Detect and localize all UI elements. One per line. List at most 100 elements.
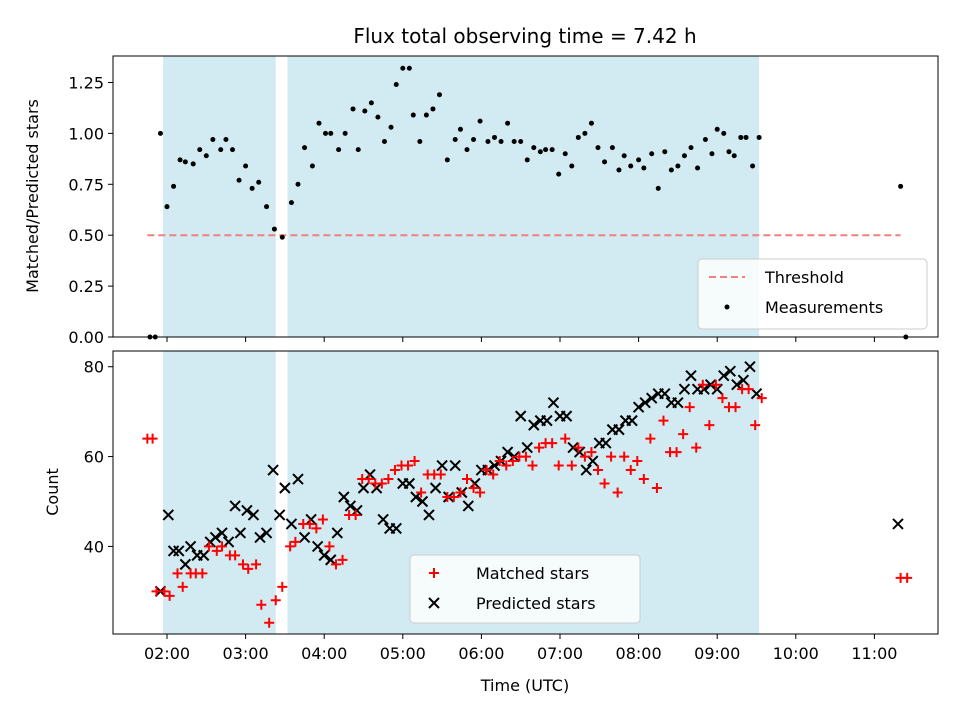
measurement-point (375, 114, 381, 120)
legend-matched-label: Matched stars (476, 564, 589, 583)
matched-star-point (651, 483, 662, 494)
matched-star-point (172, 568, 183, 579)
measurement-point (243, 163, 249, 169)
predicted-star-point (613, 423, 625, 436)
matched-star-point (566, 460, 577, 471)
measurement-point (328, 130, 334, 136)
measurement-point (588, 120, 594, 126)
measurement-point (393, 82, 399, 88)
predicted-star-point (167, 545, 180, 557)
matched-star-point (560, 433, 571, 444)
chart-title: Flux total observing time = 7.42 h (353, 24, 696, 48)
predicted-star-point (216, 527, 228, 539)
bottom-y-axis-label: Count (43, 468, 62, 516)
predicted-star-point (436, 459, 448, 472)
predicted-star-point (659, 387, 671, 400)
matched-star-point (350, 509, 361, 520)
matched-star-point (691, 442, 702, 453)
predicted-star-point (273, 509, 286, 521)
x-tick-label: 11:00 (851, 644, 897, 663)
measurement-point (177, 157, 183, 163)
x-tick-label: 07:00 (537, 644, 583, 663)
predicted-star-point (279, 482, 291, 494)
predicted-star-point (260, 527, 273, 539)
predicted-star-point (318, 549, 330, 562)
top-y-tick-label: 0.75 (68, 175, 104, 194)
x-tick-label: 06:00 (458, 644, 504, 663)
measurement-point (726, 149, 732, 155)
matched-star-point (389, 465, 400, 476)
predicted-star-point (567, 441, 579, 454)
measurement-point (675, 163, 681, 169)
measurement-point (362, 108, 368, 114)
legend-predicted-swatch (428, 597, 440, 609)
measurement-point (477, 118, 483, 124)
measurement-point (531, 145, 537, 151)
measurement-point (709, 151, 715, 157)
x-tick-label: 09:00 (694, 644, 740, 663)
predicted-star-point (305, 513, 317, 526)
matched-star-point (256, 599, 267, 610)
matched-star-point (461, 474, 472, 485)
top-plot-frame (112, 55, 939, 338)
measurement-point (350, 106, 356, 112)
top-panel: 0.00 0.25 0.50 0.75 1.00 1.25 Flux total obse… (23, 24, 939, 347)
measurement-point (750, 163, 756, 169)
measurement-point (452, 136, 458, 142)
matched-star-point (658, 415, 669, 426)
measurement-point (406, 65, 412, 71)
matched-star-point (290, 536, 301, 547)
matched-star-points (142, 379, 913, 628)
matched-star-point (311, 523, 322, 534)
predicted-star-point (247, 509, 260, 521)
measurement-point (423, 112, 429, 118)
measurement-point (702, 136, 708, 142)
matched-star-point (475, 487, 486, 498)
measurement-point (464, 147, 470, 153)
measurement-point (471, 136, 477, 142)
measurement-point (368, 100, 374, 106)
legend-predicted-marker (428, 597, 440, 609)
matched-star-point (285, 541, 296, 552)
predicted-star-point (488, 459, 501, 472)
predicted-star-point (254, 531, 266, 544)
bottom-x-ticks: 02:00 03:00 04:00 05:00 06:00 07:00 08:00 09:00… (144, 634, 897, 663)
matched-star-point (606, 451, 617, 462)
measurement-point (688, 145, 694, 151)
predicted-star-point (162, 509, 175, 521)
matched-star-point (612, 487, 623, 498)
measurement-point (223, 136, 229, 142)
matched-star-point (264, 617, 275, 628)
predicted-star-point (179, 558, 192, 571)
measurement-point (323, 130, 329, 136)
predicted-star-point (298, 531, 311, 544)
matched-star-point (363, 474, 374, 485)
top-y-tick-label: 1.25 (68, 73, 104, 92)
x-tick-label: 08:00 (616, 644, 662, 663)
measurement-point (505, 120, 511, 126)
predicted-star-point (587, 455, 599, 467)
matched-star-point (416, 487, 427, 498)
matched-star-point (704, 420, 715, 431)
measurement-point (498, 139, 504, 145)
matched-star-point (337, 554, 348, 565)
matched-star-point (902, 572, 913, 583)
matched-star-point (147, 433, 158, 444)
matched-star-point (403, 460, 414, 471)
legend-matched-swatch (429, 568, 439, 578)
matched-star-point (304, 518, 315, 529)
predicted-star-point (285, 518, 298, 530)
matched-star-point (507, 456, 518, 467)
measurement-point (197, 147, 203, 153)
measurement-point (743, 134, 749, 140)
predicted-star-point (573, 446, 586, 458)
x-tick-label: 02:00 (144, 644, 190, 663)
predicted-star-point (429, 482, 442, 494)
predicted-star-point (469, 477, 481, 490)
predicted-star-point (357, 482, 370, 494)
matched-star-point (632, 456, 643, 467)
top-y-tick-label: 0.50 (68, 226, 104, 245)
bottom-y-ticks: 40 60 80 (84, 358, 113, 556)
measurement-point (171, 183, 177, 189)
